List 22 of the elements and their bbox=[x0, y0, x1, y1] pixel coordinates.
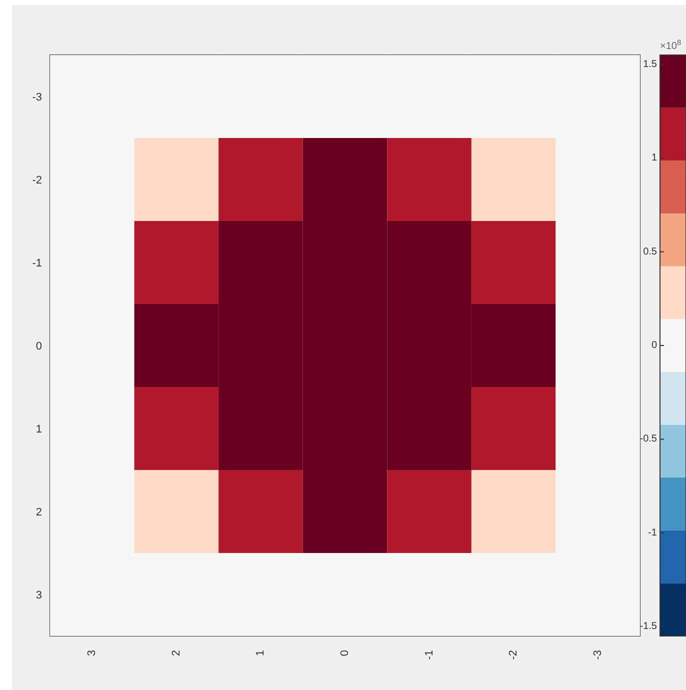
color-bar-label: 0.5 bbox=[643, 246, 658, 258]
color-bar-label: -1.5 bbox=[640, 621, 658, 632]
color-bar-label: -0.5 bbox=[640, 434, 658, 445]
y-tick-label: -2 bbox=[32, 174, 42, 186]
x-tick-label: 0 bbox=[339, 650, 351, 656]
y-tick-label: 1 bbox=[36, 423, 42, 436]
color-bar-label: -1 bbox=[648, 527, 658, 538]
color-bar-label: 1 bbox=[651, 152, 658, 164]
color-bar-label: 0 bbox=[651, 340, 658, 351]
y-tick-label: 3 bbox=[36, 589, 42, 602]
x-tick-label: -2 bbox=[508, 650, 520, 660]
y-tick-label: -3 bbox=[32, 91, 42, 104]
color-bar-title: ×10$^{8}$ bbox=[660, 38, 682, 52]
y-tick-label: 2 bbox=[36, 506, 42, 518]
x-tick-label: 3 bbox=[86, 650, 98, 656]
x-tick-label: -3 bbox=[592, 650, 604, 660]
y-tick-label: -1 bbox=[32, 257, 42, 270]
color-bar-label: 1.5 bbox=[643, 58, 658, 70]
x-tick-label: 1 bbox=[254, 650, 267, 656]
x-tick-label: -1 bbox=[423, 650, 436, 660]
y-tick-label: 0 bbox=[36, 340, 42, 352]
x-tick-label: 2 bbox=[170, 650, 182, 656]
